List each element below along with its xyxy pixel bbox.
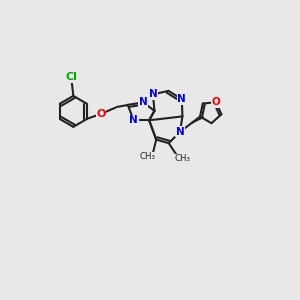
Text: N: N [176, 127, 184, 137]
Text: N: N [148, 89, 158, 99]
Text: N: N [139, 98, 148, 107]
Text: CH₃: CH₃ [139, 152, 155, 161]
Text: O: O [212, 97, 220, 107]
Text: CH₃: CH₃ [174, 154, 190, 163]
Text: O: O [96, 109, 106, 119]
Text: N: N [129, 115, 138, 125]
Text: N: N [177, 94, 186, 104]
Text: Cl: Cl [66, 72, 78, 82]
